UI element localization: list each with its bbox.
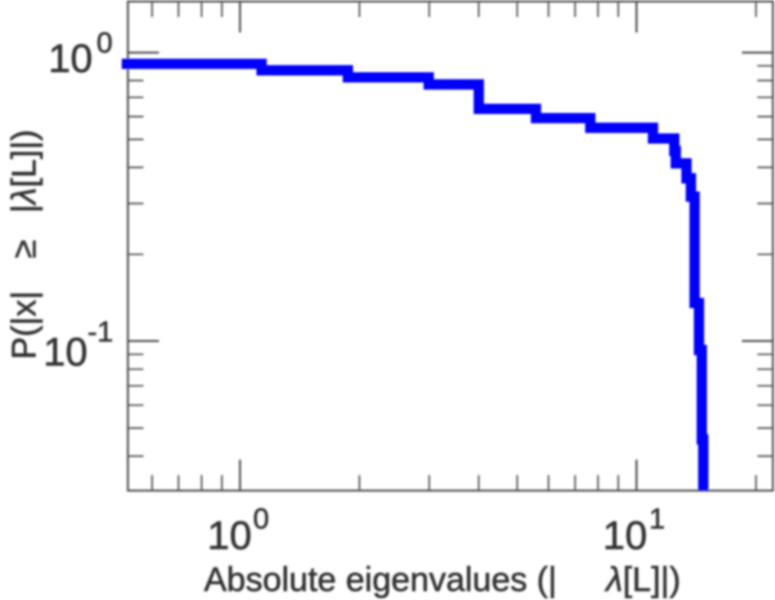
svg-text:10: 10 [603, 514, 648, 558]
svg-text:0: 0 [253, 504, 269, 536]
svg-text:-1: -1 [88, 316, 114, 348]
svg-text:1: 1 [649, 503, 665, 535]
svg-text:10: 10 [207, 514, 252, 558]
svg-text:P(|x|≥|λ[L]|): P(|x|≥|λ[L]|) [6, 130, 44, 360]
svg-text:λ[L]|): λ[L]|) [604, 561, 681, 599]
svg-text:10: 10 [48, 37, 92, 81]
svg-text:Absolute eigenvalues (|: Absolute eigenvalues (| [204, 561, 557, 599]
svg-text:0: 0 [97, 28, 113, 60]
svg-text:10: 10 [43, 330, 87, 374]
